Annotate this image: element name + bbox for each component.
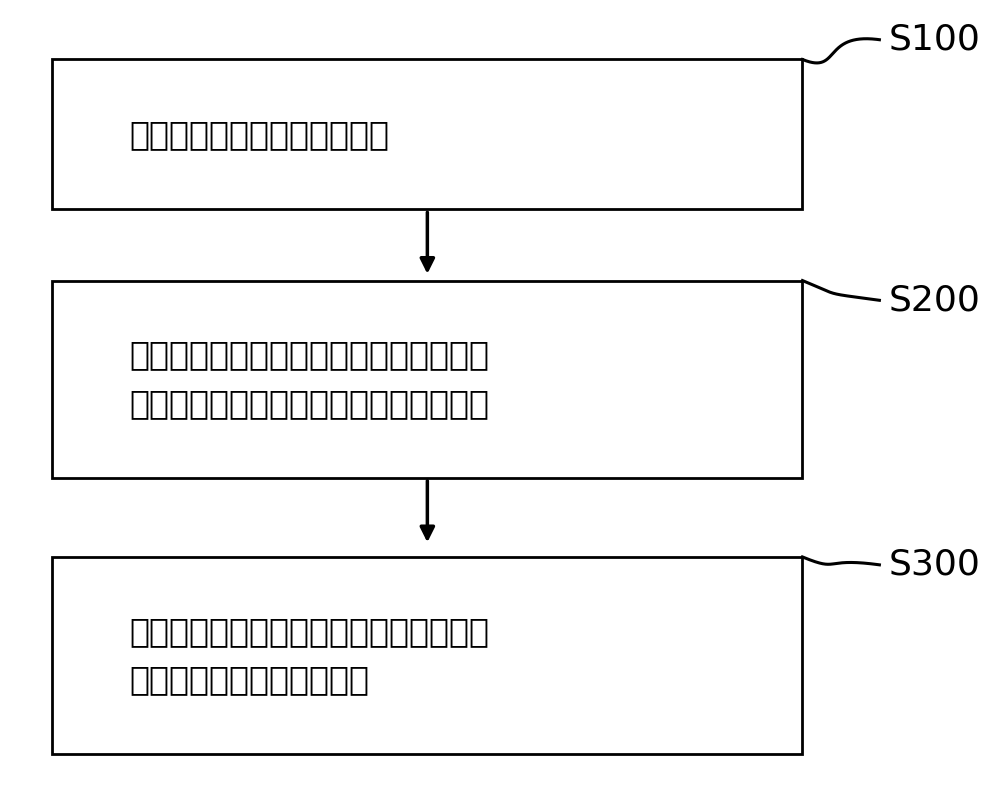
Text: S200: S200 — [889, 283, 981, 318]
FancyBboxPatch shape — [52, 281, 802, 478]
Text: 根据出行路径的道路等级、拥堵程度以及
驾驶员的驾驶风格，得到单位里程耗电量: 根据出行路径的道路等级、拥堵程度以及 驾驶员的驾驶风格，得到单位里程耗电量 — [129, 338, 489, 420]
Text: S300: S300 — [889, 548, 981, 582]
Text: 实时获取电池的剩余可用电量: 实时获取电池的剩余可用电量 — [129, 118, 389, 151]
Text: 根据电池的剩余可用电量和单位里程耗电
量，计算得到剩余续驶里程: 根据电池的剩余可用电量和单位里程耗电 量，计算得到剩余续驶里程 — [129, 614, 489, 697]
Text: S100: S100 — [889, 22, 981, 57]
FancyBboxPatch shape — [52, 59, 802, 210]
FancyBboxPatch shape — [52, 557, 802, 754]
